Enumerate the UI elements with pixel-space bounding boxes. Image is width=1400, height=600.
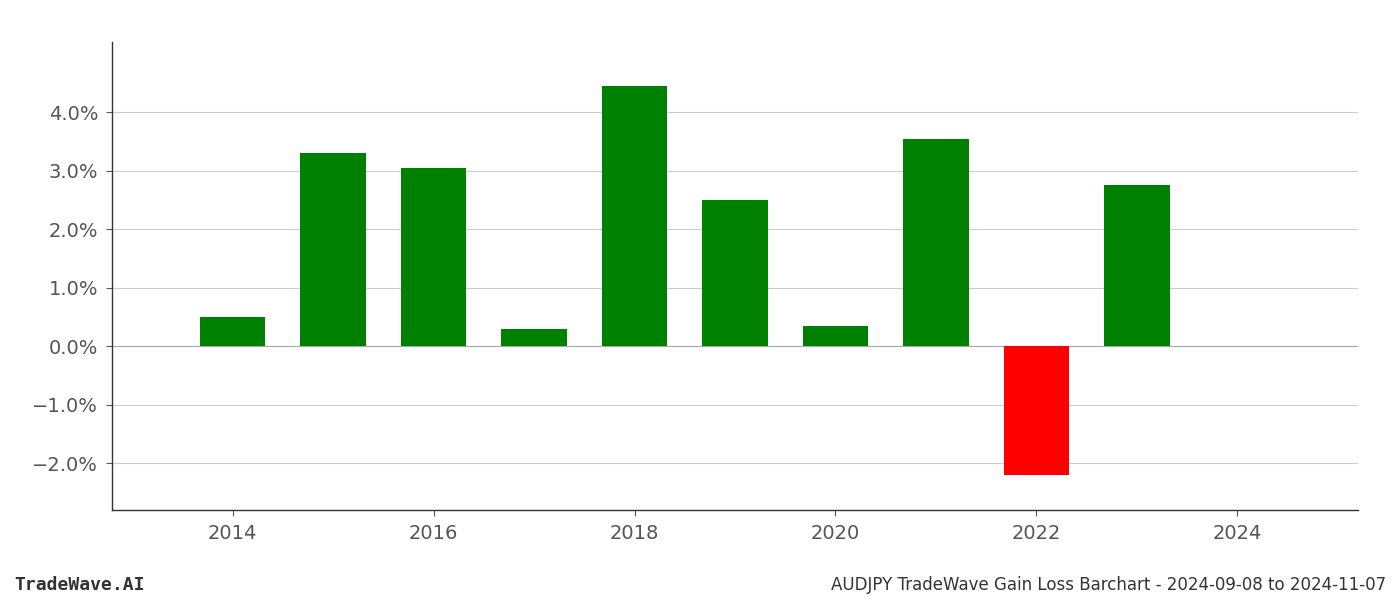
Bar <box>1105 185 1169 346</box>
Bar <box>802 326 868 346</box>
Text: AUDJPY TradeWave Gain Loss Barchart - 2024-09-08 to 2024-11-07: AUDJPY TradeWave Gain Loss Barchart - 20… <box>830 576 1386 594</box>
Bar <box>903 139 969 346</box>
Bar <box>1004 346 1070 475</box>
Bar <box>703 200 767 346</box>
Text: TradeWave.AI: TradeWave.AI <box>14 576 144 594</box>
Bar <box>200 317 265 346</box>
Bar <box>400 168 466 346</box>
Bar <box>301 153 365 346</box>
Bar <box>602 86 668 346</box>
Bar <box>501 329 567 346</box>
